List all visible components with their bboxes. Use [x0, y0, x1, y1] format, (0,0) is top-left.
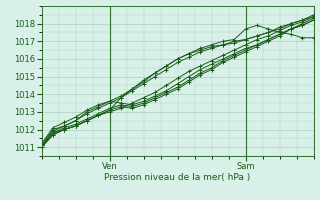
X-axis label: Pression niveau de la mer( hPa ): Pression niveau de la mer( hPa ): [104, 173, 251, 182]
